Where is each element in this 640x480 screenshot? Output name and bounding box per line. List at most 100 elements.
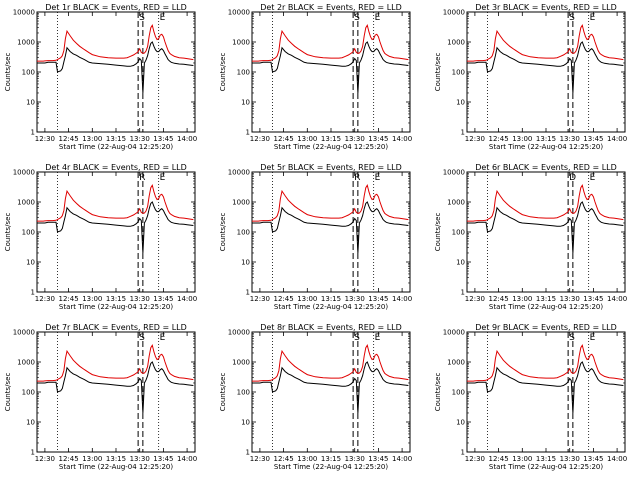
x-tick-label: 13:15 — [321, 455, 341, 463]
marker-label: S — [569, 333, 575, 343]
x-tick-label: 13:30 — [345, 455, 365, 463]
y-tick-label: 100 — [452, 389, 465, 397]
marker-label: E — [375, 173, 381, 183]
y-tick-label: 1 — [461, 129, 465, 137]
y-tick-label: 10000 — [13, 9, 35, 17]
y-tick-label: 10 — [456, 99, 465, 107]
y-axis-label: Counts/sec — [4, 373, 12, 412]
y-tick-label: 1 — [246, 449, 250, 457]
x-tick-label: 12:45 — [274, 455, 294, 463]
chart-panel-2: Det 2r BLACK = Events, RED = LLD Counts/s… — [219, 3, 412, 151]
y-tick-label: 100 — [452, 69, 465, 77]
x-tick-label: 13:00 — [297, 455, 317, 463]
x-axis-label: Start Time (22-Aug-04 12:25:20) — [274, 463, 388, 471]
x-tick-label: 12:45 — [274, 295, 294, 303]
series-lld-line — [252, 344, 409, 382]
y-axis-label: Counts/sec — [434, 213, 442, 252]
x-tick-label: 12:45 — [59, 295, 79, 303]
x-tick-label: 12:45 — [489, 135, 509, 143]
y-tick-label: 10 — [26, 99, 35, 107]
chart-title: Det 4r BLACK = Events, RED = LLD — [45, 163, 187, 172]
x-tick-label: 14:00 — [392, 295, 412, 303]
y-tick-label: 10000 — [13, 169, 35, 177]
plot-frame — [251, 11, 411, 133]
x-tick-label: 13:30 — [345, 135, 365, 143]
series-lld-line — [37, 344, 194, 382]
y-tick-label: 10000 — [228, 9, 250, 17]
marker-label: S — [139, 333, 145, 343]
x-tick-label: 13:45 — [153, 135, 173, 143]
marker-label: S — [354, 333, 360, 343]
x-tick-label: 13:45 — [153, 295, 173, 303]
x-axis-label: Start Time (22-Aug-04 12:25:20) — [274, 143, 388, 151]
series-lld-line — [467, 24, 624, 62]
x-tick-label: 14:00 — [607, 135, 627, 143]
marker-label: E — [160, 333, 166, 343]
series-events-line — [252, 41, 409, 94]
chart-title: Det 5r BLACK = Events, RED = LLD — [260, 163, 402, 172]
marker-label: E — [590, 13, 596, 23]
series-events-line — [467, 361, 624, 414]
series-lld-line — [37, 24, 194, 62]
plot-frame — [251, 171, 411, 293]
y-tick-label: 100 — [237, 229, 250, 237]
x-tick-label: 13:00 — [82, 295, 102, 303]
y-axis-label: Counts/sec — [219, 373, 227, 412]
x-tick-label: 13:30 — [130, 455, 150, 463]
marker-label: R — [354, 173, 360, 183]
chart-title: Det 2r BLACK = Events, RED = LLD — [260, 3, 402, 12]
series-events-line — [37, 41, 194, 94]
x-tick-label: 13:15 — [106, 455, 126, 463]
y-tick-label: 10 — [26, 259, 35, 267]
y-tick-label: 10000 — [228, 169, 250, 177]
x-tick-label: 12:30 — [465, 135, 485, 143]
y-tick-label: 1000 — [17, 359, 35, 367]
chart-panel-9: Det 9r BLACK = Events, RED = LLD Counts/s… — [434, 323, 627, 471]
series-lld-line — [252, 24, 409, 62]
x-tick-label: 13:30 — [345, 295, 365, 303]
y-tick-label: 10 — [26, 419, 35, 427]
x-tick-label: 12:30 — [35, 295, 55, 303]
y-tick-label: 1000 — [17, 199, 35, 207]
y-tick-label: 1 — [246, 289, 250, 297]
y-tick-label: 10000 — [443, 329, 465, 337]
x-axis-label: Start Time (22-Aug-04 12:25:20) — [489, 303, 603, 311]
series-lld-line — [37, 184, 194, 222]
marker-label: E — [375, 13, 381, 23]
y-tick-label: 100 — [237, 389, 250, 397]
x-tick-label: 13:15 — [536, 455, 556, 463]
x-axis-label: Start Time (22-Aug-04 12:25:20) — [489, 143, 603, 151]
x-tick-label: 13:30 — [560, 295, 580, 303]
y-tick-label: 1000 — [232, 359, 250, 367]
plot-frame — [466, 11, 626, 133]
x-tick-label: 13:30 — [130, 295, 150, 303]
series-events-line — [37, 361, 194, 414]
y-tick-label: 1000 — [17, 39, 35, 47]
x-tick-label: 13:45 — [583, 135, 603, 143]
x-tick-label: 12:30 — [465, 295, 485, 303]
y-tick-label: 100 — [22, 229, 35, 237]
plot-frame — [36, 171, 196, 293]
x-tick-label: 14:00 — [392, 135, 412, 143]
x-axis-label: Start Time (22-Aug-04 12:25:20) — [59, 463, 173, 471]
y-tick-label: 10000 — [228, 329, 250, 337]
y-tick-label: 10000 — [443, 9, 465, 17]
y-tick-label: 1 — [246, 129, 250, 137]
x-tick-label: 13:45 — [583, 455, 603, 463]
plot-frame — [251, 331, 411, 453]
plot-frame — [36, 11, 196, 133]
x-tick-label: 14:00 — [607, 455, 627, 463]
x-tick-label: 12:45 — [489, 295, 509, 303]
marker-label: R — [139, 173, 145, 183]
x-tick-label: 13:15 — [536, 135, 556, 143]
chart-title: Det 1r BLACK = Events, RED = LLD — [45, 3, 187, 12]
chart-panel-6: Det 6r BLACK = Events, RED = LLD Counts/s… — [434, 163, 627, 311]
y-tick-label: 10 — [241, 259, 250, 267]
chart-panel-8: Det 8r BLACK = Events, RED = LLD Counts/s… — [219, 323, 412, 471]
x-tick-label: 13:30 — [560, 135, 580, 143]
chart-title: Det 6r BLACK = Events, RED = LLD — [475, 163, 617, 172]
x-tick-label: 13:15 — [321, 135, 341, 143]
x-tick-label: 13:15 — [536, 295, 556, 303]
x-axis-label: Start Time (22-Aug-04 12:25:20) — [489, 463, 603, 471]
x-tick-label: 12:30 — [250, 295, 270, 303]
